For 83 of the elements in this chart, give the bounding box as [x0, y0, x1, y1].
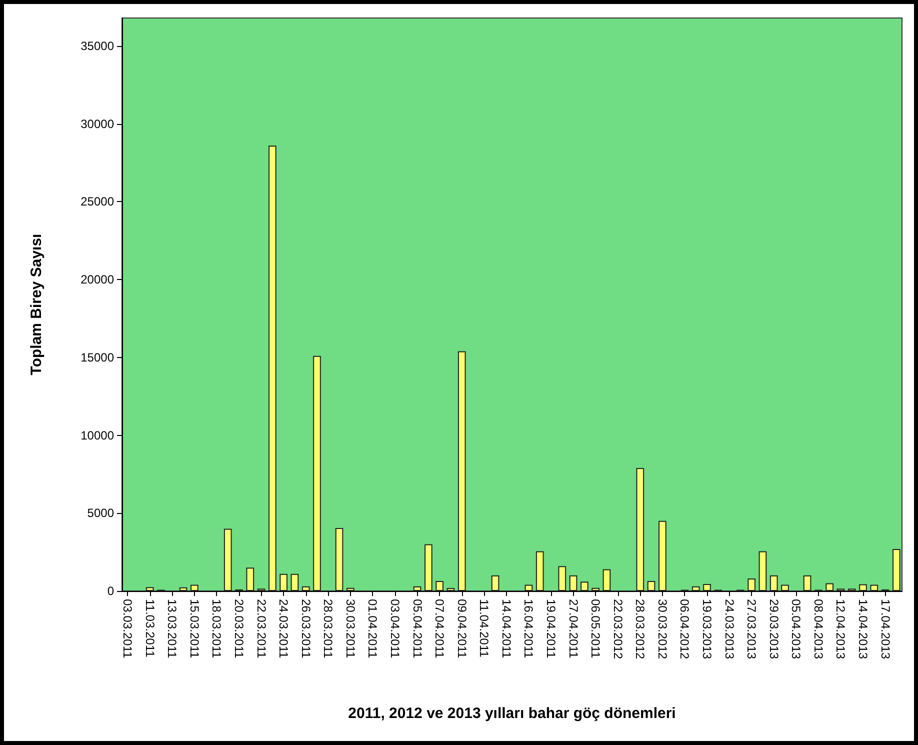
bar — [224, 528, 232, 591]
x-tick-label: 22.03.2012 — [610, 599, 625, 660]
x-tick-label: 19.03.2013 — [700, 599, 714, 660]
x-tick-label: 08.04.2013 — [811, 599, 826, 660]
x-tick-label: 03.03.2011 — [120, 599, 135, 658]
y-tick-label: 15000 — [80, 350, 114, 364]
bar — [569, 575, 578, 591]
y-tick-label: 20000 — [80, 272, 114, 287]
bar — [302, 586, 310, 591]
y-tick-label: 0 — [107, 584, 114, 598]
bar — [179, 587, 188, 591]
bar — [558, 566, 566, 591]
x-tick-label: 28.03.2011 — [321, 599, 336, 658]
y-axis-title: Toplam Birey Sayısı — [28, 234, 45, 376]
bar — [246, 568, 254, 591]
x-tick-label: 06.04.2012 — [678, 599, 692, 660]
bar — [647, 581, 656, 591]
x-tick-label: 19.04.2011 — [544, 599, 558, 658]
bar — [758, 551, 767, 591]
x-tick-label: 24.03.2013 — [722, 599, 736, 660]
y-tick-label: 10000 — [80, 428, 114, 442]
bar — [636, 468, 644, 591]
bar — [436, 581, 444, 591]
bar — [524, 584, 533, 591]
x-tick-label: 14.04.2011 — [499, 599, 514, 658]
bar — [870, 584, 878, 591]
x-tick-label: 03.04.2011 — [388, 599, 402, 658]
x-tick-label: 29.03.2013 — [766, 599, 781, 660]
x-tick-label: 16.04.2011 — [522, 599, 536, 658]
x-tick-label: 30.03.2012 — [655, 599, 670, 660]
x-tick-label: 18.03.2011 — [210, 599, 224, 658]
x-tick-label: 09.04.2011 — [454, 599, 469, 658]
bar — [536, 551, 544, 591]
y-tick-label: 5000 — [87, 506, 114, 520]
bar — [190, 584, 198, 591]
x-tick-label: 26.03.2011 — [298, 599, 313, 658]
bar — [424, 544, 432, 591]
x-tick-label: 14.04.2013 — [856, 599, 870, 660]
bar — [413, 586, 422, 591]
x-tick-label: 11.03.2011 — [142, 599, 157, 658]
x-tick-label: 24.03.2011 — [276, 599, 291, 658]
bar — [580, 582, 588, 591]
x-tick-label: 01.04.2011 — [366, 599, 380, 658]
bar — [781, 584, 789, 591]
bar — [692, 586, 700, 591]
y-tick-label: 30000 — [80, 116, 114, 131]
x-tick-label: 05.04.2013 — [789, 599, 804, 660]
bar — [346, 588, 354, 591]
bar — [803, 575, 812, 591]
bar — [748, 578, 756, 591]
bar — [703, 584, 711, 591]
x-tick-label: 06.05.2011 — [588, 599, 603, 658]
bar — [290, 574, 299, 591]
bar — [658, 520, 666, 591]
x-tick-label: 20.03.2011 — [232, 599, 246, 658]
x-tick-label: 11.04.2011 — [477, 599, 492, 658]
bar — [491, 575, 500, 591]
bar — [335, 528, 344, 591]
bar — [313, 356, 321, 591]
bar — [268, 146, 276, 591]
x-tick-label: 30.03.2011 — [343, 599, 358, 658]
y-tick-label: 25000 — [80, 194, 114, 209]
bar — [770, 575, 778, 591]
x-tick-label: 27.03.2013 — [744, 599, 759, 660]
x-tick-label: 05.04.2011 — [410, 599, 424, 658]
x-tick-label: 13.03.2011 — [165, 599, 180, 658]
x-tick-label: 22.03.2011 — [254, 599, 268, 658]
bar — [826, 583, 834, 591]
x-tick-label: 17.04.2013 — [878, 599, 892, 660]
x-tick-label: 07.04.2011 — [432, 599, 447, 658]
x-tick-label: 28.03.2012 — [633, 599, 648, 660]
bar — [592, 588, 600, 591]
bar — [280, 574, 288, 591]
bar — [892, 548, 900, 591]
x-tick-label: 27.04.2011 — [566, 599, 580, 658]
bar — [458, 351, 466, 591]
bar — [602, 569, 611, 591]
bar — [146, 587, 154, 591]
x-axis-title: 2011, 2012 ve 2013 yılları bahar göç dönemleri — [348, 705, 676, 722]
y-tick-label: 35000 — [80, 39, 114, 54]
x-tick-label: 12.04.2013 — [834, 599, 848, 660]
x-tick-label: 15.03.2011 — [187, 599, 202, 658]
bar — [859, 584, 867, 591]
